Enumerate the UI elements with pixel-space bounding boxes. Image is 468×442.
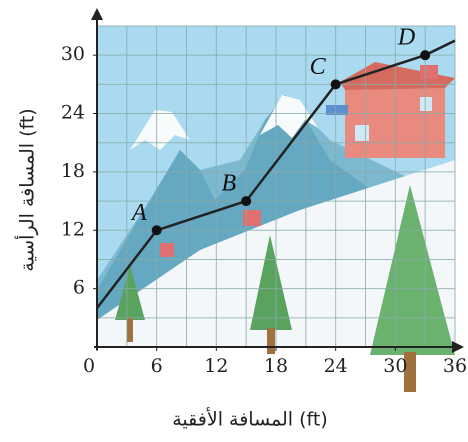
y-axis-arrow [91,8,103,20]
y-tick-label: 24 [61,102,85,124]
y-tick-label: 6 [73,277,85,299]
x-axis-label: المسافة الأفقية (ft) [172,408,328,431]
x-tick-label: 18 [264,355,288,377]
x-axis-arrow [452,341,464,353]
x-tick-label: 12 [204,355,228,377]
point-label: C [310,54,327,80]
point-label: B [221,171,236,197]
x-tick-label: 24 [324,355,348,377]
x-tick-label: 30 [383,355,407,377]
x-tick-label: 6 [151,355,163,377]
point [241,196,251,206]
x-tick-label: 36 [443,355,467,377]
point [152,225,162,235]
x-tick-label: 0 [83,355,95,377]
y-tick-label: 18 [61,160,85,182]
point-label: A [130,200,147,226]
chart: A B C D المسافة الأفقية (ft) المسافة الرأسي… [0,0,468,442]
point [331,79,341,89]
point-label: D [397,25,415,51]
point [420,50,430,60]
y-axis-label: المسافة الرأسية (ft) [15,108,39,271]
y-tick-label: 30 [61,43,85,65]
y-tick-label: 12 [61,218,85,240]
